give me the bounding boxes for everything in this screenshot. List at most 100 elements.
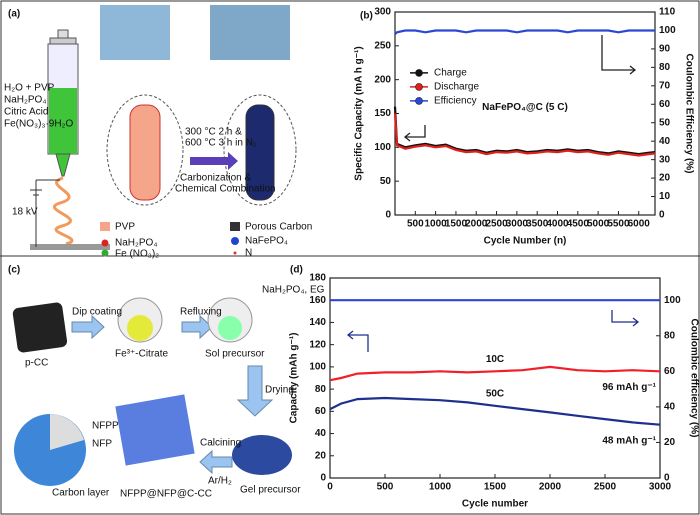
diagram-label: NFPP@NFP@C-CC — [120, 489, 212, 500]
x-tick-label: 1000 — [425, 219, 448, 230]
series-line — [329, 396, 661, 426]
diagram-label: Carbon layer — [52, 488, 110, 499]
diagram-label: Gel precursor — [240, 485, 301, 496]
y2-axis-label: Coulombic efficiency (%) — [688, 319, 699, 438]
legend-label: Efficiency — [434, 96, 477, 107]
y2-tick-label: 100 — [664, 295, 681, 306]
reagent: Citric Acid — [4, 107, 48, 118]
diagram-label: Dip coating — [72, 307, 122, 318]
series-label: 10C — [486, 354, 504, 365]
legend-label: PVP — [115, 222, 135, 233]
annotation-arrows — [346, 35, 640, 352]
x-tick-label: 2000 — [539, 482, 562, 493]
y2-tick-label: 90 — [659, 44, 671, 55]
y2-tick-label: 10 — [659, 191, 671, 202]
series-line — [393, 113, 656, 157]
y2-tick-label: 20 — [659, 173, 671, 184]
diagram-label: Refluxing — [180, 307, 222, 318]
y-tick-label: 140 — [309, 317, 326, 328]
diagram-label: Calcining — [200, 438, 241, 449]
x-tick-label: 1500 — [484, 482, 507, 493]
legend-label: Charge — [434, 68, 467, 79]
legend-label: Discharge — [434, 82, 479, 93]
value-label: 96 mAh g⁻¹ — [602, 382, 656, 393]
reagent: H₂O + PVP — [4, 83, 55, 94]
legend-label: NaFePO₄ — [245, 236, 288, 247]
x-tick-label: 5500 — [607, 219, 630, 230]
x-tick-label: 4500 — [567, 219, 590, 230]
x-axis-label: Cycle Number (n) — [484, 236, 567, 247]
y2-tick-label: 0 — [664, 473, 670, 484]
panel-label: (d) — [290, 265, 303, 276]
series-line — [329, 365, 661, 382]
y-tick-label: 50 — [380, 176, 392, 187]
diagram-label: Ar/H₂ — [208, 476, 232, 487]
y-tick-label: 120 — [309, 339, 326, 350]
y2-tick-label: 0 — [659, 210, 665, 221]
x-axis-label: Cycle number — [462, 499, 528, 510]
y2-tick-label: 80 — [659, 62, 671, 73]
y-tick-label: 0 — [385, 210, 391, 221]
y-tick-label: 40 — [315, 428, 327, 439]
x-tick-label: 2000 — [465, 219, 488, 230]
y-tick-label: 160 — [309, 295, 326, 306]
y2-tick-label: 40 — [664, 402, 676, 413]
legend-label: NaH₂PO₄ — [115, 238, 157, 249]
y-tick-label: 150 — [374, 108, 391, 119]
y2-tick-label: 20 — [664, 437, 676, 448]
diagram-label: Drying — [265, 385, 294, 396]
x-tick-label: 500 — [407, 219, 424, 230]
diagram-label: Fe³⁺-Citrate — [115, 349, 169, 360]
value-label: 48 mAh g⁻¹ — [602, 435, 656, 446]
x-tick-label: 500 — [377, 482, 394, 493]
y2-tick-label: 60 — [664, 366, 676, 377]
legend-marker — [415, 83, 423, 91]
voltage: 18 kV — [12, 207, 38, 218]
diagram-label: p-CC — [25, 358, 48, 369]
legend-label: Porous Carbon — [245, 222, 312, 233]
x-tick-label: 4000 — [546, 219, 569, 230]
x-tick-label: 5000 — [587, 219, 610, 230]
y-tick-label: 20 — [315, 450, 327, 461]
y2-tick-label: 50 — [659, 117, 671, 128]
y2-tick-label: 30 — [659, 154, 671, 165]
diagram-c: p-CC Dip coating Refluxing NaH₂PO₄, EG F… — [12, 285, 325, 500]
condition: 600 °C 3 h in N₂ — [185, 138, 257, 149]
series-line — [393, 106, 656, 156]
y-tick-label: 60 — [315, 406, 327, 417]
diagram-label: NFPP — [92, 421, 119, 432]
x-tick-label: 3500 — [526, 219, 549, 230]
x-tick-label: 3000 — [649, 482, 672, 493]
y2-tick-label: 100 — [659, 25, 676, 36]
series-line — [394, 29, 655, 35]
y2-tick-label: 80 — [664, 330, 676, 341]
y2-tick-label: 70 — [659, 80, 671, 91]
y2-tick-label: 40 — [659, 136, 671, 147]
y2-tick-label: 110 — [659, 7, 676, 18]
y-tick-label: 300 — [374, 7, 391, 18]
series-label: 50C — [486, 388, 504, 399]
annotation: NaFePO₄@C (5 C) — [482, 102, 568, 113]
y2-axis-label: Coulombic Efficiency (%) — [683, 53, 694, 173]
y-tick-label: 200 — [374, 74, 391, 85]
x-tick-label: 0 — [327, 482, 333, 493]
y-axis-label: Specific Capacity (mA h g⁻¹) — [354, 46, 365, 180]
diagram-label: NFP — [92, 439, 112, 450]
legend-marker — [415, 69, 423, 77]
legend-label: N — [245, 248, 252, 259]
x-tick-label: 2500 — [594, 482, 617, 493]
y-tick-label: 180 — [309, 273, 326, 284]
reagent: Fe(NO₃)₃·9H₂O — [4, 119, 73, 130]
panel-label: (a) — [8, 9, 20, 20]
legend-marker — [415, 97, 423, 105]
process: Chemical Combination — [175, 184, 276, 195]
y-tick-label: 100 — [374, 142, 391, 153]
diagram-a: H₂O + PVP NaH₂PO₄ Citric Acid Fe(NO₃)₃·9… — [4, 5, 312, 260]
diagram-label: Sol precursor — [205, 349, 265, 360]
y-axis-label: Capacity (mAh g⁻¹) — [289, 333, 300, 424]
condition: 300 °C 2 h & — [185, 127, 242, 138]
x-tick-label: 3000 — [506, 219, 529, 230]
process: Carbonization & — [180, 173, 251, 184]
